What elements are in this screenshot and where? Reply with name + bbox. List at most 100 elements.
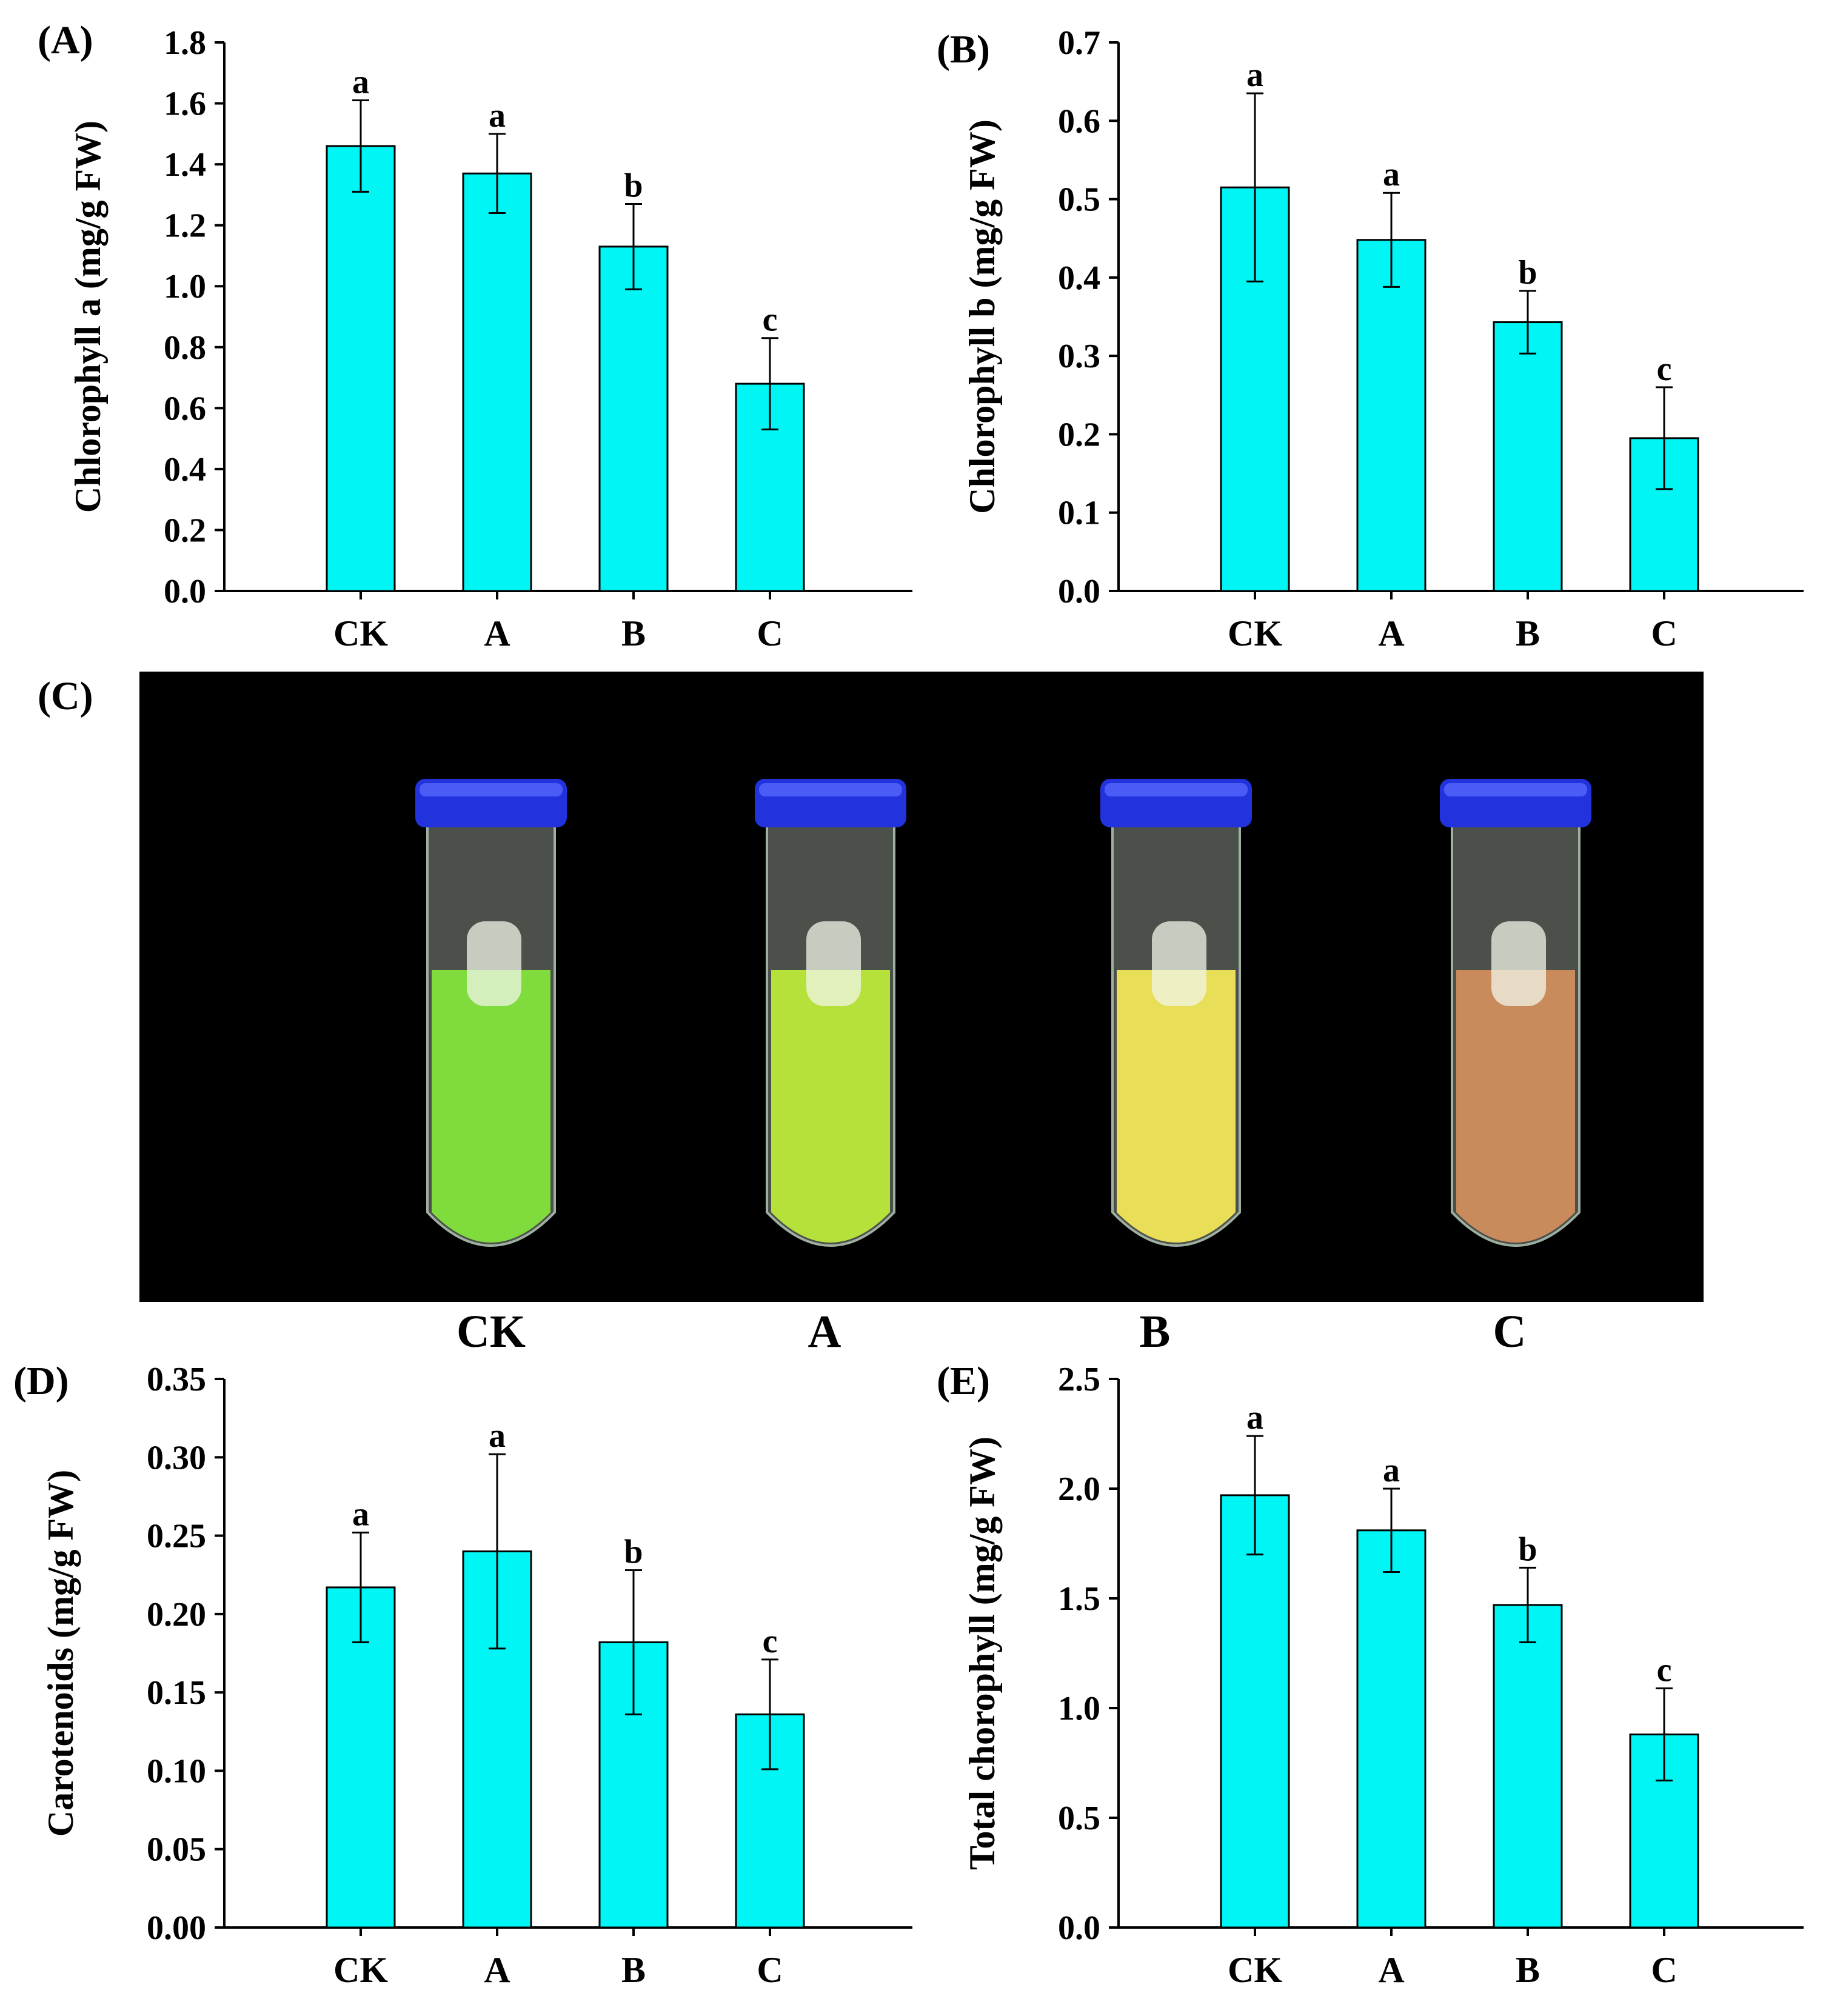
y-tick-label: 0.6 xyxy=(1058,102,1100,140)
y-tick-label: 0.5 xyxy=(1058,181,1100,219)
significance-letter: c xyxy=(763,1623,778,1660)
tube-label: CK xyxy=(457,1306,526,1357)
tube-insert xyxy=(1152,921,1206,1006)
chart-panel-a: (A) 0.0 0.2 0.4 0.6 0.8 1.0 1.2 1.4 1.6 1.8 Chlorop… xyxy=(38,18,912,653)
test-tube-a: A xyxy=(755,779,906,1357)
y-tick-label: 0.0 xyxy=(1058,573,1100,610)
y-tick-label: 0.05 xyxy=(147,1831,206,1869)
y-tick-label: 0.5 xyxy=(1058,1800,1100,1837)
y-tick-label: 1.0 xyxy=(164,268,206,305)
y-tick-label: 0.10 xyxy=(147,1752,206,1790)
x-tick-label: A xyxy=(1378,1950,1404,1990)
x-tick-label: C xyxy=(1651,1950,1677,1990)
x-tick-label: CK xyxy=(333,613,388,653)
y-tick-label: 0.00 xyxy=(147,1909,206,1947)
y-tick-label: 0.30 xyxy=(147,1439,206,1477)
x-tick-label: C xyxy=(1651,613,1677,653)
significance-letter: a xyxy=(352,1495,369,1533)
panel-label: (A) xyxy=(38,18,93,62)
y-tick-label: 0.0 xyxy=(1058,1909,1100,1947)
y-tick-label: 0.2 xyxy=(164,512,206,549)
test-tubes: CK A B C xyxy=(415,779,1591,1357)
bar-ck xyxy=(1220,1494,1290,1929)
tube-label: A xyxy=(808,1306,841,1357)
y-tick-label: 0.3 xyxy=(1058,338,1100,375)
photo-panel-c: (C) CK A B C xyxy=(38,672,1704,1357)
tube-liquid xyxy=(1456,970,1575,1243)
tube-insert xyxy=(467,921,521,1006)
tube-label: C xyxy=(1493,1306,1527,1357)
y-tick-label: 0.15 xyxy=(147,1674,206,1712)
y-tick-label: 0.20 xyxy=(147,1596,206,1634)
tube-cap-highlight xyxy=(1105,783,1248,796)
x-tick-label: CK xyxy=(1228,613,1282,653)
tube-insert xyxy=(806,921,861,1006)
chart-panel-d: (D) 0.00 0.05 0.10 0.15 0.20 0.25 0.30 0.35 Carot… xyxy=(13,1359,912,1990)
y-tick-label: 0.1 xyxy=(1058,495,1100,532)
x-tick-label: B xyxy=(1516,1950,1540,1990)
y-tick-label: 0.35 xyxy=(147,1361,206,1398)
panel-label: (E) xyxy=(937,1359,990,1403)
significance-letter: c xyxy=(1657,1651,1672,1689)
y-tick-label: 2.0 xyxy=(1058,1470,1100,1508)
tube-cap-highlight xyxy=(759,783,902,796)
y-tick-label: 0.4 xyxy=(1058,259,1100,297)
significance-letter: b xyxy=(624,167,643,204)
tube-liquid xyxy=(1117,970,1236,1243)
bar-b xyxy=(1493,321,1563,592)
significance-letter: a xyxy=(1246,1399,1263,1437)
y-axis-label: Carotenoids (mg/g FW) xyxy=(41,1470,81,1837)
x-tick-label: B xyxy=(621,1950,646,1990)
bar-b xyxy=(1493,1604,1563,1929)
x-tick-label: CK xyxy=(333,1950,388,1990)
tube-insert xyxy=(1491,921,1546,1006)
tube-cap-highlight xyxy=(1444,783,1587,796)
y-axis-label: Chlorophyll a (mg/g FW) xyxy=(68,121,108,513)
significance-letter: a xyxy=(1383,156,1400,193)
y-tick-label: 0.0 xyxy=(164,573,206,610)
x-tick-label: CK xyxy=(1228,1950,1282,1990)
x-tick-label: B xyxy=(621,613,646,653)
x-tick-label: B xyxy=(1516,613,1540,653)
y-axis-label: Total chorophyll (mg/g FW) xyxy=(962,1437,1002,1870)
bar-ck xyxy=(326,1586,396,1929)
y-tick-label: 0.2 xyxy=(1058,416,1100,453)
y-tick-label: 0.4 xyxy=(164,451,206,489)
bar-a xyxy=(462,172,532,592)
y-tick-label: 1.6 xyxy=(164,85,206,123)
panel-label: (B) xyxy=(937,27,990,72)
y-tick-label: 1.8 xyxy=(164,24,206,62)
y-axis-label: Chlorophyll b (mg/g FW) xyxy=(962,119,1002,514)
y-tick-label: 0.6 xyxy=(164,390,206,427)
y-tick-label: 1.4 xyxy=(164,146,206,184)
y-tick-label: 0.25 xyxy=(147,1518,206,1555)
tube-cap-highlight xyxy=(420,783,563,796)
x-tick-label: A xyxy=(1378,613,1404,653)
significance-letter: a xyxy=(489,1417,506,1455)
significance-letter: b xyxy=(1518,254,1537,292)
chart-panel-b: (B) 0.0 0.1 0.2 0.3 0.4 0.5 0.6 0.7 Chlorophyll b… xyxy=(937,24,1804,653)
photo-background xyxy=(139,672,1704,1302)
tube-liquid xyxy=(432,970,550,1243)
tube-label: B xyxy=(1140,1306,1171,1357)
bar-a xyxy=(1356,1529,1427,1929)
y-tick-label: 1.5 xyxy=(1058,1580,1100,1618)
y-tick-label: 0.8 xyxy=(164,329,206,367)
x-tick-label: A xyxy=(484,613,510,653)
significance-letter: b xyxy=(1518,1530,1537,1568)
bar-ck xyxy=(326,145,396,592)
significance-letter: c xyxy=(763,301,778,339)
y-tick-label: 2.5 xyxy=(1058,1361,1100,1398)
tube-liquid xyxy=(771,970,890,1243)
test-tube-ck: CK xyxy=(415,779,567,1357)
significance-letter: a xyxy=(352,64,369,101)
y-tick-label: 1.2 xyxy=(164,207,206,245)
significance-letter: c xyxy=(1657,350,1672,388)
test-tube-b: B xyxy=(1100,779,1252,1357)
bar-b xyxy=(598,245,669,592)
y-tick-label: 0.7 xyxy=(1058,24,1100,62)
x-tick-label: C xyxy=(757,613,783,653)
chart-panel-e: (E) 0.0 0.5 1.0 1.5 2.0 2.5 Total chorophyll (m… xyxy=(937,1359,1804,1990)
significance-letter: b xyxy=(624,1533,643,1570)
